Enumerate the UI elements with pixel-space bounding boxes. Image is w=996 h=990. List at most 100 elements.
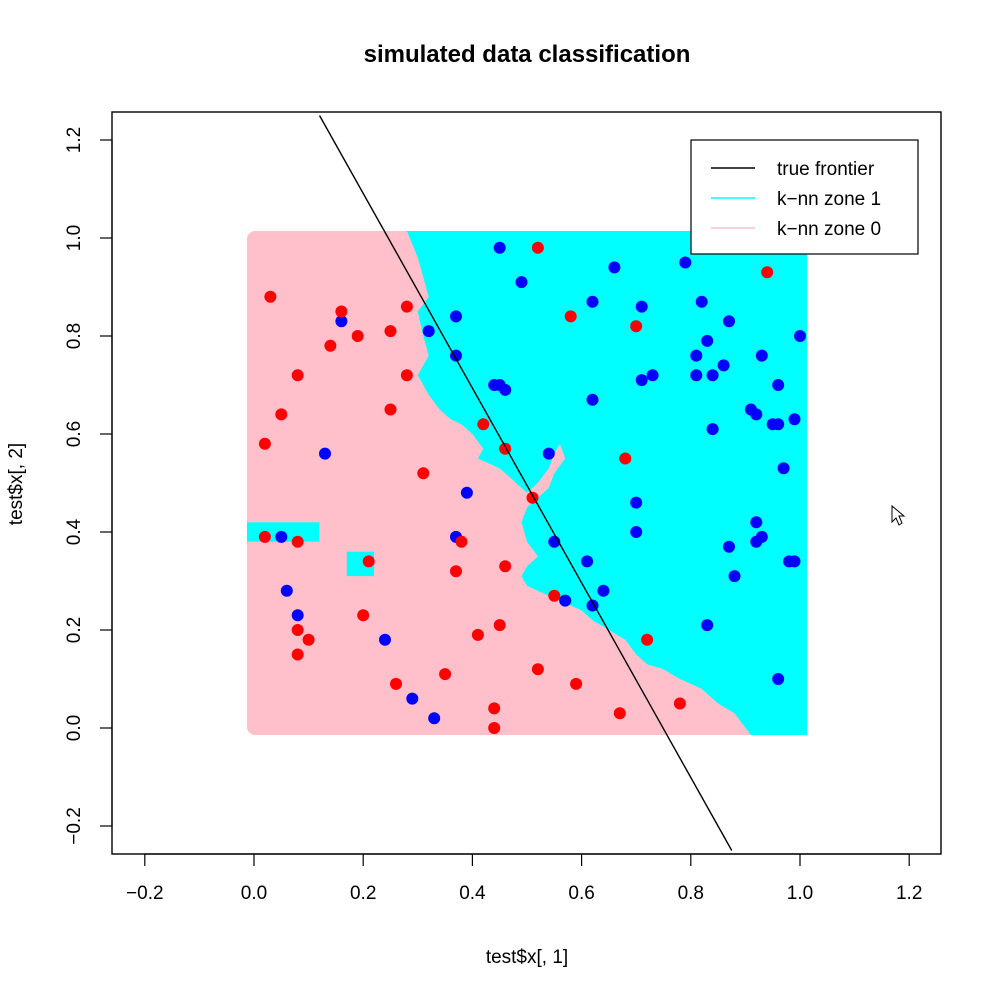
legend-label-zone0: k−nn zone 0 — [777, 219, 881, 240]
plot-area — [247, 115, 807, 851]
point-class-1 — [428, 712, 441, 725]
legend-box — [690, 139, 919, 255]
point-class-0 — [450, 565, 462, 578]
point-class-1 — [635, 300, 648, 313]
point-class-1 — [777, 462, 790, 475]
data-points — [258, 241, 806, 734]
point-class-0 — [488, 722, 501, 734]
point-class-0 — [335, 305, 348, 318]
x-tick-label: 0.8 — [678, 883, 704, 904]
point-class-1 — [460, 486, 473, 499]
y-tick-label: 1.2 — [64, 127, 85, 153]
point-class-0 — [619, 452, 632, 465]
point-class-1 — [701, 334, 714, 347]
point-class-1 — [630, 526, 643, 538]
point-class-1 — [586, 295, 599, 308]
point-class-0 — [264, 290, 277, 303]
point-class-0 — [531, 241, 544, 254]
point-class-0 — [302, 633, 315, 646]
y-tick-label: 0.4 — [64, 518, 85, 545]
point-class-1 — [706, 423, 719, 436]
point-class-0 — [641, 633, 654, 646]
x-tick-label: 1.2 — [896, 883, 922, 904]
x-axis: −0.2 0.0 0.2 0.4 0.6 0.8 1.0 1.2 — [126, 853, 922, 904]
point-class-0 — [400, 300, 413, 313]
point-class-1 — [493, 379, 506, 391]
point-class-1 — [515, 276, 528, 289]
point-class-0 — [673, 697, 686, 710]
point-class-1 — [406, 692, 419, 705]
point-class-1 — [723, 540, 735, 553]
point-class-1 — [630, 496, 643, 509]
point-class-0 — [630, 320, 643, 333]
point-class-0 — [324, 339, 337, 352]
point-class-1 — [794, 330, 806, 342]
x-tick-label: 0.4 — [459, 883, 486, 904]
point-class-0 — [531, 663, 544, 676]
point-class-1 — [379, 633, 391, 646]
point-class-1 — [695, 295, 708, 308]
y-tick-label: 0.0 — [64, 715, 85, 741]
point-class-0 — [291, 535, 304, 548]
point-class-1 — [679, 256, 692, 269]
point-class-0 — [357, 609, 370, 622]
x-tick-label: 0.6 — [568, 883, 594, 904]
y-tick-label: 0.6 — [64, 421, 85, 447]
point-class-0 — [488, 702, 501, 715]
point-class-0 — [493, 619, 506, 632]
point-class-0 — [570, 677, 583, 690]
x-tick-label: −0.2 — [126, 883, 164, 904]
point-class-0 — [477, 418, 490, 431]
y-tick-label: 1.0 — [64, 225, 85, 251]
point-class-1 — [581, 555, 594, 568]
x-tick-label: 0.0 — [241, 883, 267, 904]
x-axis-label: test$x[, 1] — [486, 947, 568, 968]
point-class-1 — [690, 349, 703, 362]
point-class-1 — [772, 673, 785, 685]
true-frontier-line — [318, 115, 733, 851]
point-class-1 — [772, 418, 785, 431]
point-class-1 — [559, 594, 572, 607]
point-class-0 — [471, 628, 484, 641]
x-tick-label: 1.0 — [787, 883, 813, 904]
point-class-1 — [788, 413, 801, 426]
point-class-0 — [548, 589, 561, 602]
point-class-0 — [439, 668, 452, 681]
y-axis-label: test$x[, 2] — [6, 443, 27, 525]
point-class-0 — [258, 437, 271, 450]
chart-title: simulated data classification — [364, 41, 691, 68]
y-tick-label: 0.8 — [64, 323, 85, 349]
point-class-0 — [291, 624, 304, 636]
point-class-1 — [755, 349, 768, 362]
point-class-0 — [351, 330, 364, 342]
point-class-0 — [613, 707, 626, 720]
point-class-0 — [400, 369, 413, 382]
point-class-1 — [723, 315, 735, 328]
point-class-1 — [319, 447, 331, 460]
point-class-1 — [750, 516, 763, 529]
point-class-0 — [384, 403, 397, 416]
point-class-1 — [728, 570, 741, 583]
point-class-1 — [772, 379, 785, 391]
x-tick-label: 0.2 — [350, 883, 376, 904]
point-class-1 — [635, 374, 648, 387]
point-class-0 — [291, 369, 304, 382]
point-class-1 — [706, 369, 719, 382]
legend-label-frontier: true frontier — [777, 159, 875, 180]
point-class-1 — [586, 393, 599, 406]
point-class-1 — [280, 584, 293, 597]
point-class-1 — [493, 241, 506, 254]
point-class-0 — [291, 648, 304, 661]
point-class-0 — [384, 325, 397, 338]
y-tick-label: 0.2 — [64, 617, 85, 643]
point-class-0 — [499, 560, 512, 573]
point-class-0 — [390, 677, 402, 690]
point-class-1 — [291, 609, 304, 622]
point-class-1 — [646, 369, 659, 382]
point-class-0 — [275, 408, 288, 421]
point-class-0 — [564, 310, 577, 323]
point-class-1 — [275, 530, 288, 543]
point-class-1 — [690, 369, 703, 382]
point-class-1 — [750, 535, 763, 548]
